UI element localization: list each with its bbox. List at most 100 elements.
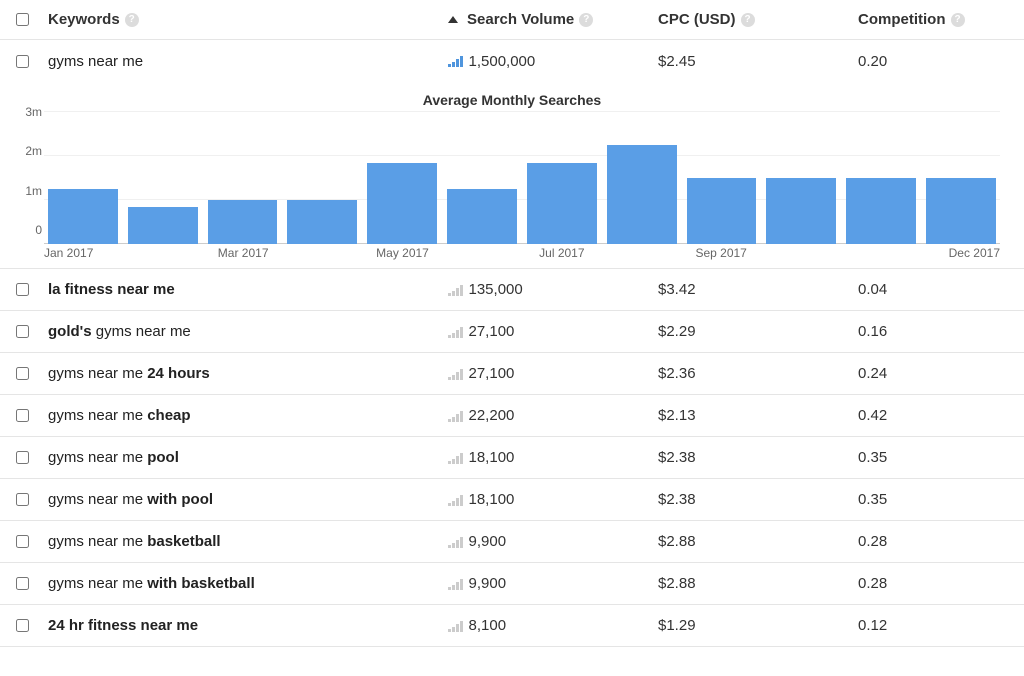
- chart-bar[interactable]: [367, 163, 437, 244]
- plot-area: [44, 112, 1000, 244]
- row-checkbox[interactable]: [16, 325, 29, 338]
- chart-bar[interactable]: [128, 207, 198, 244]
- keyword-cell: gyms near me basketball: [44, 531, 444, 552]
- competition-cell: 0.35: [854, 489, 1024, 510]
- table-row[interactable]: gyms near me with pool 18,100 $2.380.35: [0, 479, 1024, 521]
- volume-value: 27,100: [469, 365, 515, 382]
- volume-value: 9,900: [469, 533, 507, 550]
- cpc-cell: $2.88: [654, 573, 854, 594]
- volume-value: 9,900: [469, 575, 507, 592]
- chart-bar[interactable]: [687, 178, 757, 244]
- help-icon[interactable]: ?: [125, 13, 139, 27]
- volume-value: 18,100: [469, 449, 515, 466]
- volume-cell: 18,100: [444, 447, 654, 468]
- keyword-cell: 24 hr fitness near me: [44, 615, 444, 636]
- bars-icon: [448, 55, 463, 67]
- table-row[interactable]: gyms near me with basketball9,900$2.880.…: [0, 563, 1024, 605]
- table-row[interactable]: gyms near me cheap22,200$2.130.42: [0, 395, 1024, 437]
- table-row[interactable]: gyms near me 1,500,000 $2.45 0.20: [0, 40, 1024, 82]
- cpc-cell: $2.38: [654, 447, 854, 468]
- keyword-cell: gold's gyms near me: [44, 321, 444, 342]
- table-row[interactable]: la fitness near me135,000$3.420.04: [0, 269, 1024, 311]
- col-competition[interactable]: Competition ?: [854, 9, 1024, 30]
- x-tick-label: Jul 2017: [539, 246, 584, 260]
- competition-cell: 0.24: [854, 363, 1024, 384]
- chart-bar[interactable]: [846, 178, 916, 244]
- col-keywords[interactable]: Keywords ?: [44, 9, 444, 30]
- help-icon[interactable]: ?: [741, 13, 755, 27]
- chart-area: 3m2m1m0 Jan 2017Mar 2017May 2017Jul 2017…: [44, 112, 1000, 262]
- volume-cell: 9,900: [444, 531, 654, 552]
- volume-cell: 22,200: [444, 405, 654, 426]
- x-tick-label: Jan 2017: [44, 246, 93, 260]
- chart-bar[interactable]: [48, 189, 118, 244]
- x-tick-label: Sep 2017: [695, 246, 746, 260]
- y-tick-label: 1m: [8, 184, 42, 198]
- chart-bar[interactable]: [287, 200, 357, 244]
- keywords-table: Keywords ? Search Volume ? CPC (USD) ? C…: [0, 0, 1024, 647]
- competition-cell: 0.35: [854, 447, 1024, 468]
- col-search-volume-label: Search Volume: [467, 11, 574, 28]
- competition-cell: 0.28: [854, 573, 1024, 594]
- keyword-cell: gyms near me cheap: [44, 405, 444, 426]
- keyword-cell: gyms near me with pool: [44, 489, 444, 510]
- bars-icon: [448, 368, 463, 380]
- bars-icon: [448, 494, 463, 506]
- row-checkbox[interactable]: [16, 535, 29, 548]
- help-icon[interactable]: ?: [951, 13, 965, 27]
- row-checkbox[interactable]: [16, 619, 29, 632]
- x-tick-label: Mar 2017: [218, 246, 269, 260]
- cpc-cell: $2.36: [654, 363, 854, 384]
- volume-cell: 27,100: [444, 321, 654, 342]
- row-checkbox[interactable]: [16, 577, 29, 590]
- table-row[interactable]: gold's gyms near me27,100$2.290.16: [0, 311, 1024, 353]
- help-icon[interactable]: ?: [579, 13, 593, 27]
- chart-bar[interactable]: [527, 163, 597, 244]
- table-row[interactable]: gyms near me pool 18,100 $2.380.35: [0, 437, 1024, 479]
- volume-value: 18,100: [469, 491, 515, 508]
- chart-bar[interactable]: [447, 189, 517, 244]
- volume-value: 8,100: [469, 617, 507, 634]
- cpc-cell: $2.38: [654, 489, 854, 510]
- cpc-cell: $2.29: [654, 321, 854, 342]
- bars-icon: [448, 452, 463, 464]
- bars-icon: [448, 410, 463, 422]
- row-checkbox[interactable]: [16, 493, 29, 506]
- chart-bar[interactable]: [766, 178, 836, 244]
- table-row[interactable]: gyms near me 24 hours27,100$2.360.24: [0, 353, 1024, 395]
- row-checkbox[interactable]: [16, 55, 29, 68]
- keyword-cell: gyms near me pool: [44, 447, 444, 468]
- row-checkbox[interactable]: [16, 409, 29, 422]
- row-checkbox[interactable]: [16, 367, 29, 380]
- select-all-cell: [0, 11, 44, 28]
- y-tick-label: 0: [8, 223, 42, 237]
- y-axis: 3m2m1m0: [8, 112, 42, 244]
- competition-cell: 0.04: [854, 279, 1024, 300]
- trend-chart: Average Monthly Searches 3m2m1m0 Jan 201…: [0, 82, 1024, 269]
- keyword-cell: gyms near me: [44, 51, 444, 72]
- volume-cell: 8,100: [444, 615, 654, 636]
- table-row[interactable]: gyms near me basketball9,900$2.880.28: [0, 521, 1024, 563]
- row-checkbox[interactable]: [16, 451, 29, 464]
- chart-bar[interactable]: [208, 200, 278, 244]
- volume-cell: 27,100: [444, 363, 654, 384]
- competition-cell: 0.20: [854, 51, 1024, 72]
- col-competition-label: Competition: [858, 11, 946, 28]
- table-row[interactable]: 24 hr fitness near me8,100$1.290.12: [0, 605, 1024, 647]
- cpc-cell: $2.88: [654, 531, 854, 552]
- chart-bar[interactable]: [926, 178, 996, 244]
- sort-ascending-icon: [448, 16, 458, 23]
- chart-bar[interactable]: [607, 145, 677, 244]
- x-tick-label: Dec 2017: [949, 246, 1000, 260]
- bars-icon: [448, 326, 463, 338]
- col-cpc[interactable]: CPC (USD) ?: [654, 9, 854, 30]
- row-checkbox[interactable]: [16, 283, 29, 296]
- bars-icon: [448, 284, 463, 296]
- bars-icon: [448, 536, 463, 548]
- col-cpc-label: CPC (USD): [658, 11, 736, 28]
- volume-value: 22,200: [469, 407, 515, 424]
- cpc-cell: $2.13: [654, 405, 854, 426]
- select-all-checkbox[interactable]: [16, 13, 29, 26]
- bars-icon: [448, 620, 463, 632]
- col-search-volume[interactable]: Search Volume ?: [444, 9, 654, 30]
